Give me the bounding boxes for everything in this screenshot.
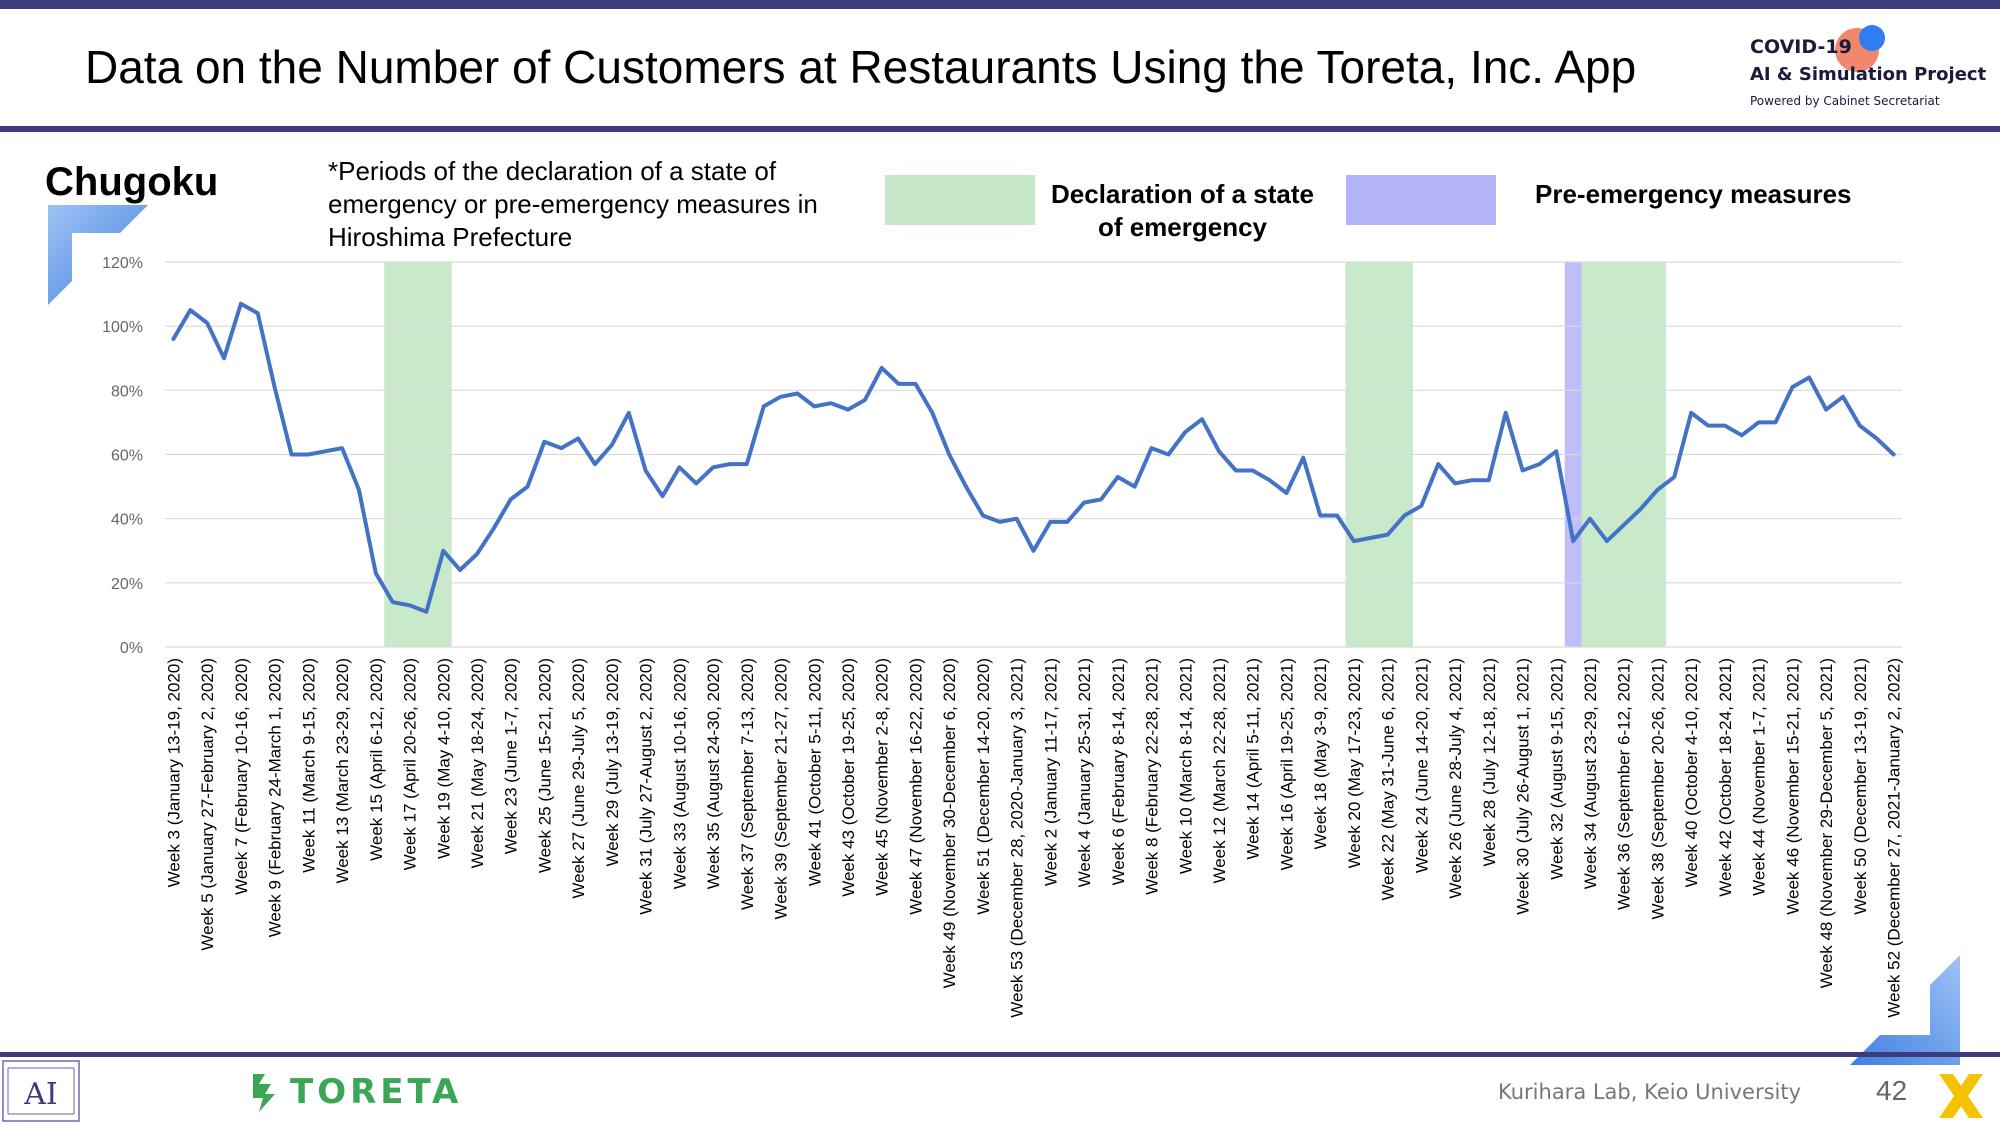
x-tick-label: Week 3 (January 13-19, 2020) [164,658,183,887]
legend-emergency-swatch [885,175,1035,225]
legend-emergency-label: Declaration of a state of emergency [1051,179,1314,242]
corner-bracket-bottom-right-icon [1850,955,1960,1065]
x-tick-label: Week 8 (February 22-28, 2021) [1143,658,1162,895]
y-tick-label: 20% [111,576,143,593]
logo-blue-dot-icon [1859,25,1885,51]
x-tick-label: Week 33 (August 10-16, 2020) [670,658,689,889]
x-tick-label: Week 30 (July 26-August 1, 2021) [1514,658,1533,915]
x-tick-label: Week 53 (December 28, 2020-January 3, 20… [1008,658,1027,1018]
toreta-brand: TORETA [290,1072,463,1112]
x-tick-label: Week 15 (April 6-12, 2020) [367,658,386,861]
logo-line2: AI & Simulation Project [1750,64,1987,85]
x-tick-label: Week 46 (November 15-21, 2021) [1783,658,1802,915]
x-tick-label: Week 35 (August 24-30, 2020) [704,658,723,889]
y-tick-label: 0% [120,640,143,657]
x-logo-icon [1939,1074,1983,1118]
x-tick-label: Week 41 (October 5-11, 2020) [805,658,824,886]
x-tick-label: Week 21 (May 18-24, 2020) [468,658,487,868]
logo-line1: COVID-19 [1750,36,1852,58]
x-tick-label: Week 26 (June 28-July 4, 2021) [1446,658,1465,899]
x-tick-label: Week 29 (July 13-19, 2020) [603,658,622,867]
x-tick-label: Week 13 (March 23-29, 2020) [333,658,352,884]
x-tick-label: Week 43 (October 19-25, 2020) [839,658,858,897]
x-tick-label: Week 44 (November 1-7, 2021) [1750,658,1769,896]
footer-divider [0,1052,2000,1057]
x-tick-label: Week 39 (September 21-27, 2020) [772,658,791,919]
x-tick-label: Week 12 (March 22-28, 2021) [1210,658,1229,884]
x-tick-label: Week 20 (May 17-23, 2021) [1345,658,1364,868]
ai-lab-logo-icon: AI [2,1060,80,1122]
x-tick-label: Week 37 (September 7-13, 2020) [738,658,757,910]
series-line [171,301,1896,614]
x-tick-label: Week 9 (February 24-March 1, 2020) [266,658,285,937]
x-tick-label: Week 22 (May 31-June 6, 2021) [1379,658,1398,901]
x-tick-label: Week 11 (March 9-15, 2020) [299,658,318,873]
x-tick-label: Week 4 (January 25-31, 2021) [1075,658,1094,887]
x-tick-label: Week 47 (November 16-22, 2020) [906,658,925,915]
covid-project-logo: COVID-19 AI & Simulation Project Powered… [1745,25,1987,118]
x-tick-label: Week 5 (January 27-February 2, 2020) [198,658,217,951]
x-tick-label: Week 49 (November 30-December 6, 2020) [940,658,959,988]
page-number: 42 [1876,1075,1908,1106]
x-tick-label: Week 48 (November 29-December 5, 2021) [1817,658,1836,988]
x-tick-label: Week 51 (December 14-20, 2020) [974,658,993,915]
x-tick-label: Week 34 (August 23-29, 2021) [1581,658,1600,889]
x-tick-label: Week 38 (September 20-26, 2021) [1648,658,1667,919]
corner-bracket-top-left-icon [48,205,148,305]
x-tick-label: Week 31 (July 27-August 2, 2020) [637,658,656,915]
x-tick-label: Week 27 (June 29-July 5, 2020) [569,658,588,899]
x-tick-label: Week 52 (December 27, 2021-January 2, 20… [1885,658,1904,1018]
x-tick-label: Week 14 (April 5-11, 2021) [1244,658,1263,860]
x-tick-label: Week 19 (May 4-10, 2020) [434,658,453,859]
y-tick-label: 60% [111,448,143,465]
x-tick-label: Week 28 (July 12-18, 2021) [1480,658,1499,867]
y-tick-label: 100% [102,319,143,336]
page-title: Data on the Number of Customers at Resta… [85,41,1637,93]
y-tick-label: 80% [111,383,143,400]
x-tick-label: Week 24 (June 14-20, 2021) [1412,658,1431,873]
x-tick-label: Week 42 (October 18-24, 2021) [1716,658,1735,897]
y-tick-label: 40% [111,512,143,529]
x-tick-label: Week 25 (June 15-21, 2020) [535,658,554,873]
svg-text:AI: AI [23,1077,58,1112]
x-tick-label: Week 50 (December 13-19, 2021) [1851,658,1870,915]
toreta-leaf-icon [253,1074,275,1112]
x-tick-label: Week 18 (May 3-9, 2021) [1311,658,1330,850]
x-tick-label: Week 2 (January 11-17, 2021) [1041,658,1060,886]
x-tick-label: Week 6 (February 8-14, 2021) [1109,658,1128,885]
legend-pre-emergency-swatch [1346,175,1496,225]
x-tick-label: Week 45 (November 2-8, 2020) [873,658,892,896]
region-label: Chugoku [45,160,219,204]
lab-credit: Kurihara Lab, Keio University [1498,1080,1802,1104]
x-tick-label: Week 7 (February 10-16, 2020) [232,658,251,895]
x-tick-label: Week 32 (August 9-15, 2021) [1547,658,1566,880]
x-tick-label: Week 36 (September 6-12, 2021) [1615,658,1634,910]
x-tick-label: Week 10 (March 8-14, 2021) [1176,658,1195,874]
x-tick-label: Week 40 (October 4-10, 2021) [1682,658,1701,887]
title-divider [0,126,2000,132]
x-tick-label: Week 16 (April 19-25, 2021) [1277,658,1296,870]
top-accent-bar [0,0,2000,9]
period-note: *Periods of the declaration of a state o… [328,156,818,252]
logo-line3: Powered by Cabinet Secretariat [1750,94,1940,108]
legend-pre-emergency-label: Pre-emergency measures [1535,179,1852,209]
x-tick-label: Week 23 (June 1-7, 2020) [502,658,521,854]
x-tick-label: Week 17 (April 20-26, 2020) [401,658,420,870]
y-tick-label: 120% [102,255,143,272]
customers-line-chart: 0% 20% 40% 60% 80% 100% 120% Week 3 (January 13… [102,255,1904,1018]
